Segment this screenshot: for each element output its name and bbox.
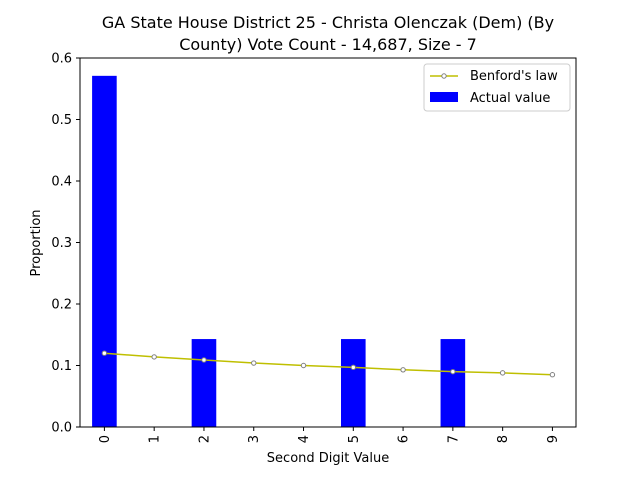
bar-digit-0 xyxy=(92,75,117,428)
benford-point-2 xyxy=(201,357,207,363)
benford-point-8 xyxy=(499,370,506,376)
x-tick-label: 3 xyxy=(247,435,262,443)
x-tick-label: 2 xyxy=(197,435,212,443)
y-tick-label: 0.0 xyxy=(51,421,72,436)
legend-actual-swatch xyxy=(430,92,458,102)
bars-group xyxy=(92,75,466,428)
benford-line xyxy=(104,352,553,376)
benford-point-1 xyxy=(151,354,157,360)
y-tick-label: 0.6 xyxy=(51,52,72,67)
benford-point-0 xyxy=(101,350,108,356)
benford-point-9 xyxy=(549,372,556,378)
y-tick-label: 0.4 xyxy=(51,175,72,190)
y-tick-label: 0.3 xyxy=(51,236,72,251)
x-tick-label: 9 xyxy=(546,435,561,443)
y-tick-label: 0.5 xyxy=(51,113,72,128)
legend-benford-label: Benford's law xyxy=(470,69,558,84)
benford-point-3 xyxy=(251,360,257,366)
x-tick-label: 0 xyxy=(98,435,113,443)
chart-title-line1: GA State House District 25 - Christa Ole… xyxy=(102,13,554,32)
benford-point-7 xyxy=(450,368,456,375)
legend-benford-marker xyxy=(441,73,447,79)
x-axis-label: Second Digit Value xyxy=(267,451,389,466)
y-tick-label: 0.1 xyxy=(51,359,72,374)
legend: Benford's law Actual value xyxy=(423,63,571,112)
y-axis-label: Proportion xyxy=(29,209,44,276)
x-tick-label: 5 xyxy=(347,435,362,443)
legend-actual-label: Actual value xyxy=(470,91,550,106)
legend-box xyxy=(423,63,571,112)
y-axis: 0.0 0.1 0.2 0.3 0.4 0.5 0.6 xyxy=(51,52,80,436)
benford-point-6 xyxy=(400,367,406,373)
x-axis: 0 1 2 3 4 5 6 7 8 9 xyxy=(98,427,561,443)
bar-digit-2 xyxy=(191,339,217,427)
chart-title-line2: County) Vote Count - 14,687, Size - 7 xyxy=(179,35,477,54)
benford-line-group xyxy=(101,350,556,378)
benford-point-4 xyxy=(300,362,307,369)
benford-point-5 xyxy=(350,364,356,371)
bar-digit-7 xyxy=(440,339,466,427)
x-tick-label: 1 xyxy=(148,435,163,443)
y-tick-label: 0.2 xyxy=(51,298,72,313)
x-tick-label: 7 xyxy=(446,435,461,443)
bar-digit-5 xyxy=(341,339,366,427)
x-tick-label: 4 xyxy=(297,435,312,443)
x-tick-label: 6 xyxy=(397,435,412,443)
x-tick-label: 8 xyxy=(496,435,511,443)
